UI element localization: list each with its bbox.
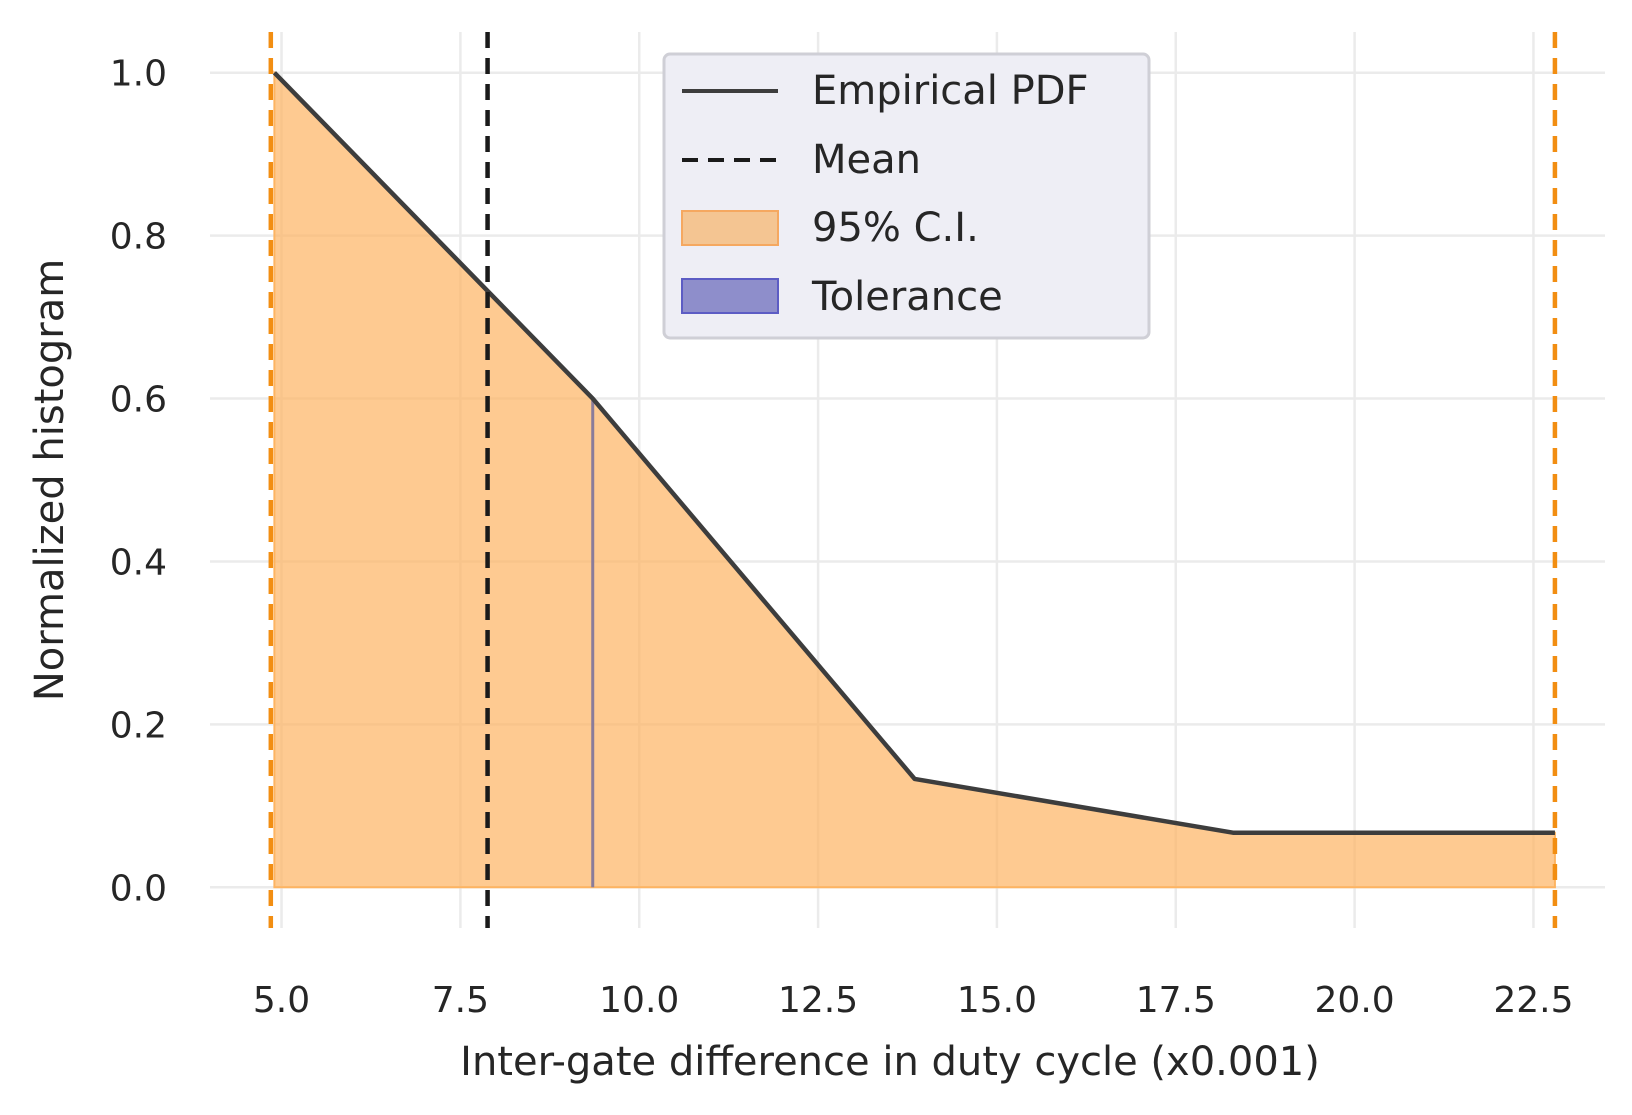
x-tick-label-1: 7.5 — [432, 980, 489, 1021]
y-tick-label-1: 0.2 — [110, 705, 167, 746]
reference-lines — [268, 32, 1558, 928]
x-tick-label-7: 22.5 — [1493, 980, 1573, 1021]
x-tick-label-5: 17.5 — [1136, 980, 1216, 1021]
x-axis-label: Inter-gate difference in duty cycle (x0.… — [460, 1039, 1320, 1085]
legend-label-tolerance: Tolerance — [811, 274, 1003, 320]
y-axis-ticks: 0.0 0.2 0.4 0.6 0.8 1.0 — [110, 54, 167, 910]
y-tick-label-4: 0.8 — [110, 217, 167, 258]
pdf-series — [272, 71, 1556, 835]
x-tick-label-2: 10.0 — [599, 980, 679, 1021]
legend-label-ci: 95% C.I. — [812, 205, 979, 251]
y-tick-label-5: 1.0 — [110, 54, 167, 95]
legend-label-empirical-pdf: Empirical PDF — [812, 68, 1089, 114]
x-tick-label-6: 20.0 — [1315, 980, 1395, 1021]
legend-box — [662, 52, 1151, 340]
x-tick-label-0: 5.0 — [253, 980, 310, 1021]
y-tick-label-0: 0.0 — [110, 868, 167, 909]
x-axis-ticks: 5.0 7.5 10.0 12.5 15.0 17.5 20.0 22.5 — [253, 980, 1574, 1021]
x-tick-label-4: 15.0 — [957, 980, 1037, 1021]
legend-handle-tolerance — [681, 278, 779, 314]
legend-handle-ci — [681, 210, 779, 246]
y-tick-label-2: 0.4 — [110, 542, 167, 583]
y-axis-label: Normalized histogram — [27, 259, 73, 701]
legend-label-mean: Mean — [812, 137, 921, 183]
y-tick-label-3: 0.6 — [110, 380, 167, 421]
x-tick-label-3: 12.5 — [778, 980, 858, 1021]
legend: Empirical PDF Mean 95% C.I. Tolerance — [662, 52, 1151, 340]
